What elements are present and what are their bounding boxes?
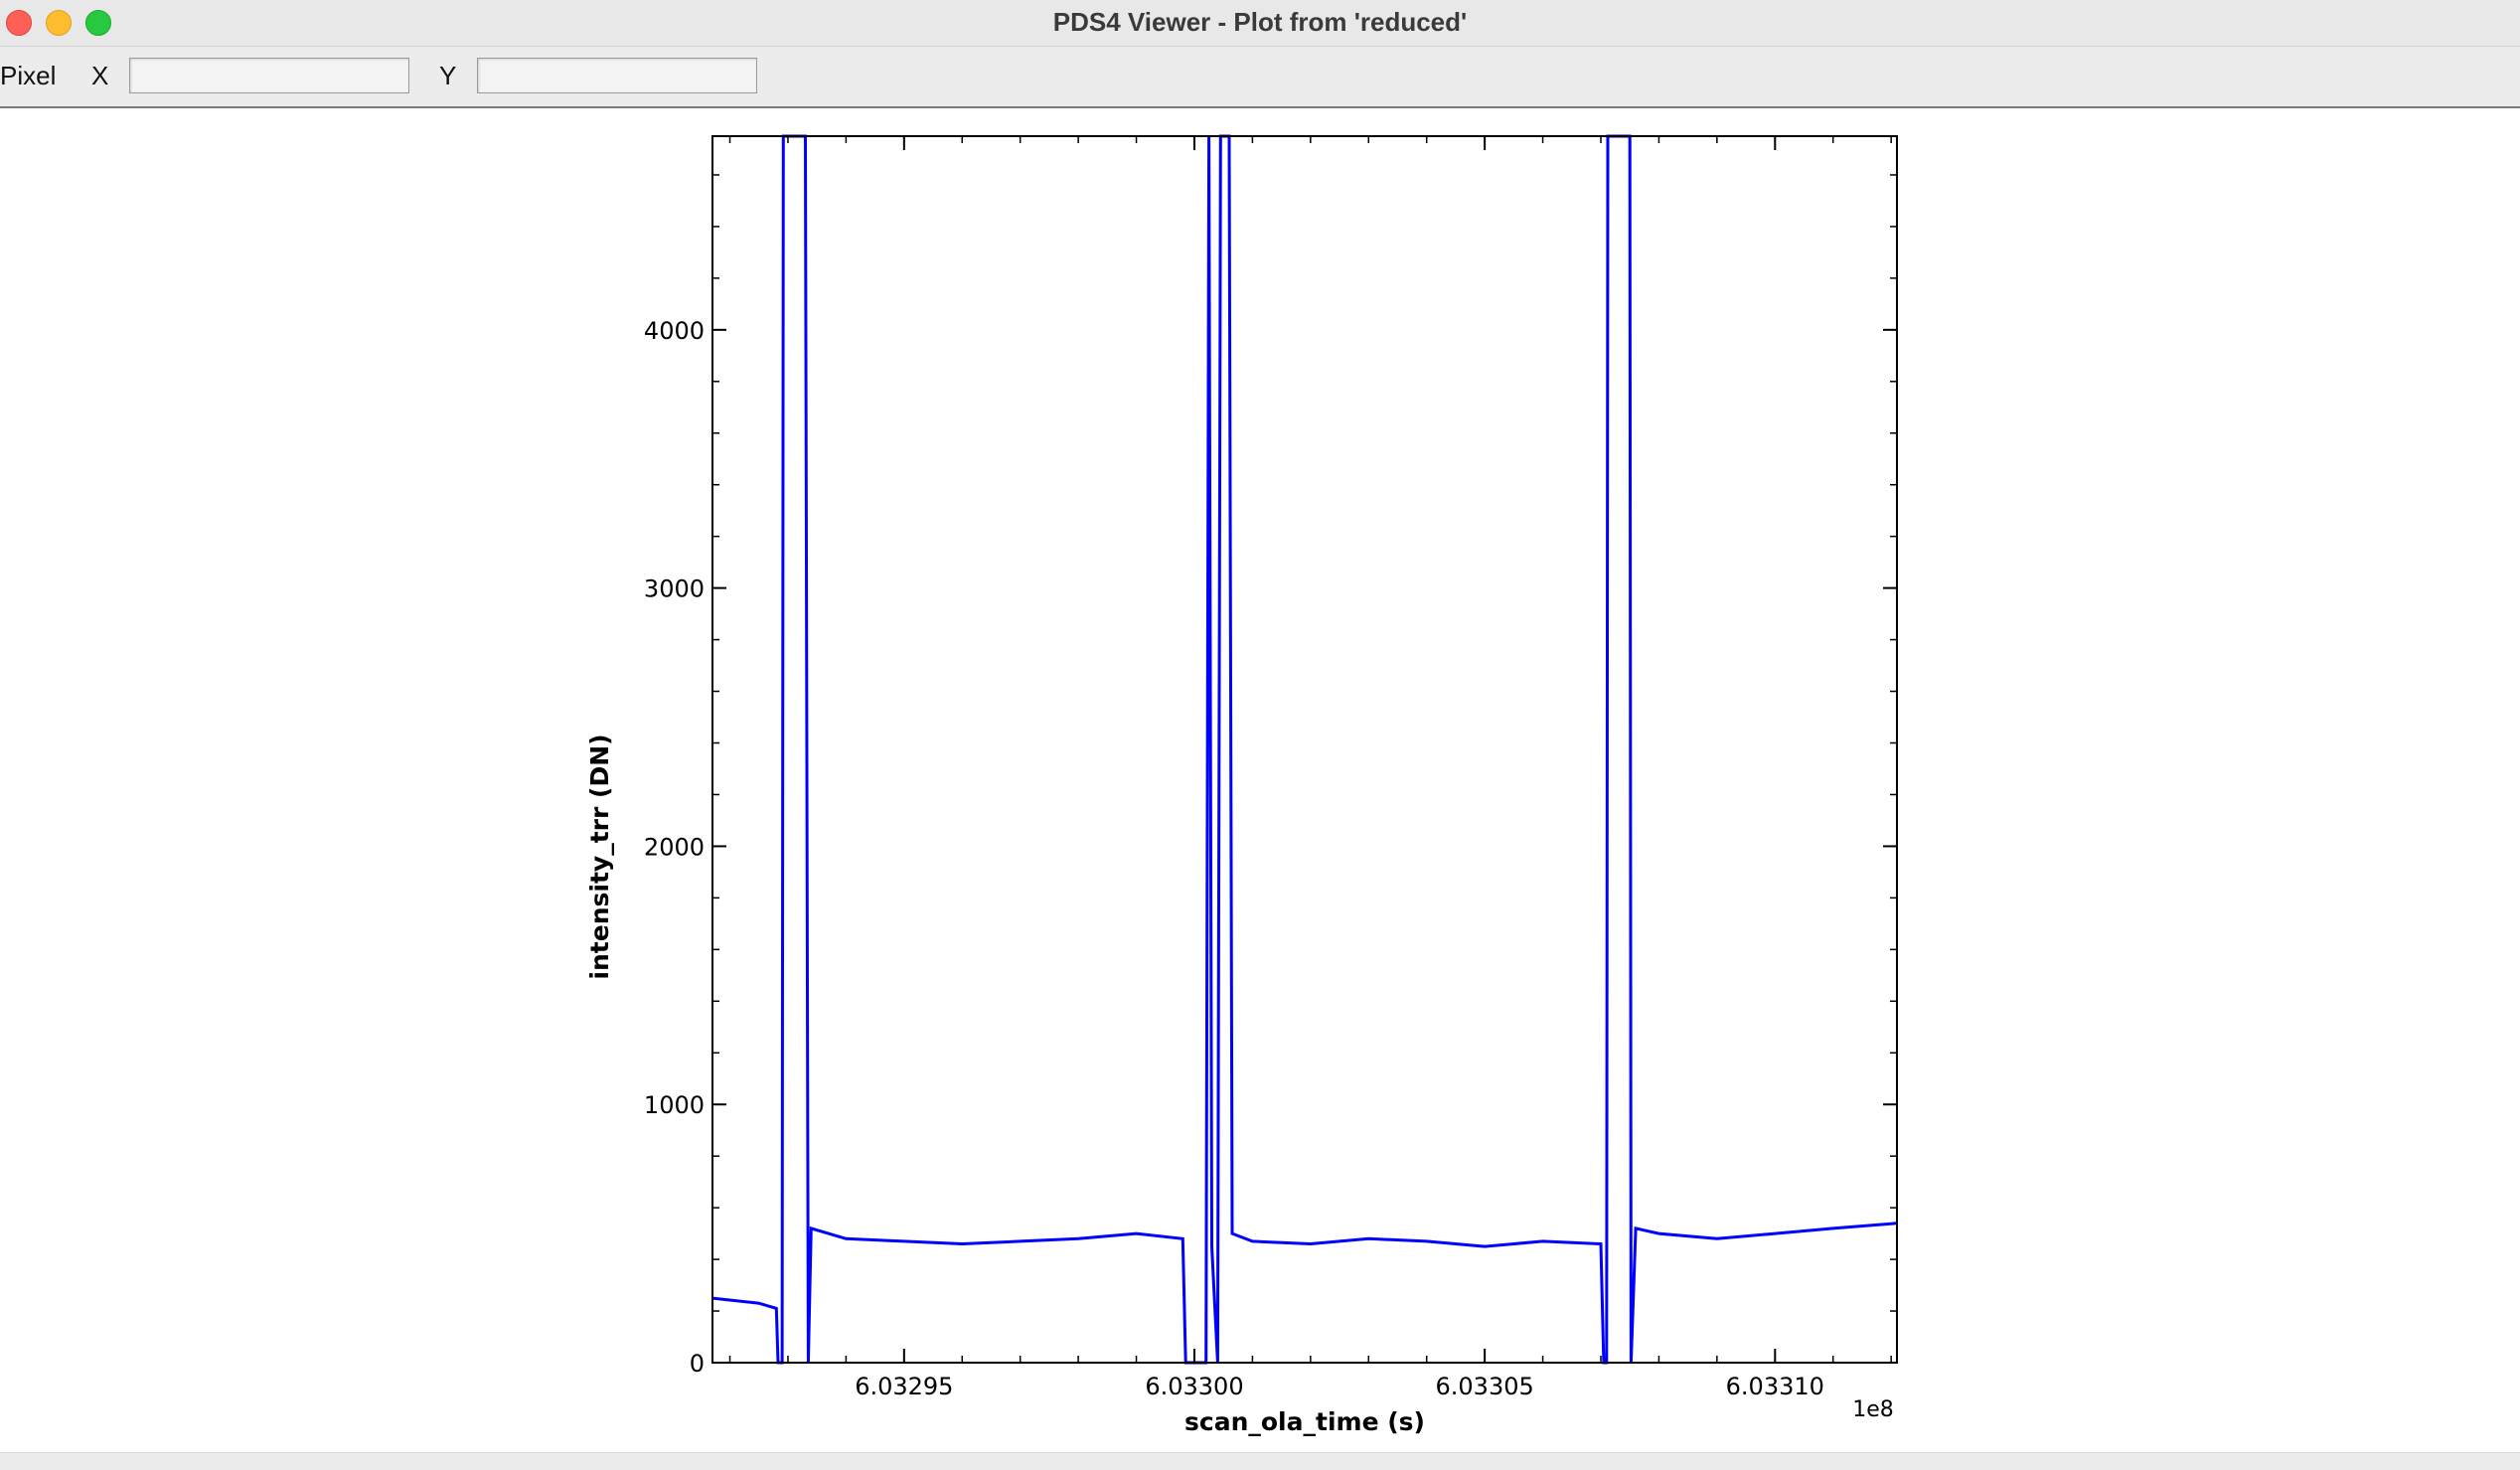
- window-bottom-edge: [0, 1452, 2520, 1470]
- ticks-layer: 6.03295 6.03300 6.03305 6.03310 0 1000 2000 300…: [644, 136, 1897, 1400]
- y-coordinate-field[interactable]: [477, 58, 757, 93]
- x-coordinate-field[interactable]: [129, 58, 409, 93]
- y-tick-label: 4000: [644, 317, 705, 345]
- y-tick-label: 0: [690, 1350, 705, 1378]
- plot-frame: [711, 135, 1898, 1364]
- maximize-window-button[interactable]: [85, 10, 111, 36]
- y-tick-label: 3000: [644, 575, 705, 603]
- x-tick-label: 6.03310: [1726, 1373, 1824, 1400]
- line-chart: 6.03295 6.03300 6.03305 6.03310 0 1000 2000 300…: [585, 134, 1898, 1436]
- close-window-button[interactable]: [6, 10, 32, 36]
- window-titlebar: PDS4 Viewer - Plot from 'reduced': [0, 0, 2520, 47]
- x-tick-label: 6.03305: [1436, 1373, 1534, 1400]
- plot-canvas[interactable]: 6.03295 6.03300 6.03305 6.03310 0 1000 2000 300…: [0, 108, 2520, 1452]
- x-axis-offset-label: 1e8: [1852, 1397, 1894, 1422]
- x-axis-label: scan_ola_time (s): [1184, 1407, 1425, 1436]
- pixel-label: Pixel: [0, 61, 57, 90]
- minimize-window-button[interactable]: [46, 10, 72, 36]
- x-label: X: [91, 61, 109, 90]
- y-tick-label: 1000: [644, 1091, 705, 1119]
- window-title: PDS4 Viewer - Plot from 'reduced': [1052, 7, 1468, 37]
- pixel-toolbar: Pixel X Y: [0, 47, 2520, 108]
- series-layer: [711, 134, 1898, 1365]
- y-axis-label: intensity_trr (DN): [585, 734, 614, 979]
- y-label: Y: [439, 61, 457, 90]
- x-tick-label: 6.03295: [855, 1373, 953, 1400]
- y-tick-label: 2000: [644, 833, 705, 861]
- x-tick-label: 6.03300: [1145, 1373, 1243, 1400]
- series-line-0: [711, 134, 1898, 1365]
